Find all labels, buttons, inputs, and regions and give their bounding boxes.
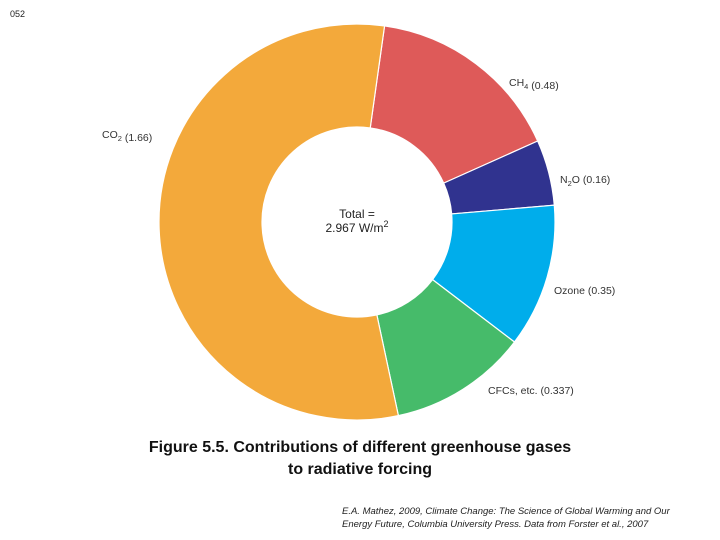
source-citation: E.A. Mathez, 2009, Climate Change: The S…: [342, 505, 714, 531]
slice-label-co: CO2 (1.66): [102, 129, 152, 144]
donut-slices: [158, 23, 556, 421]
center-label-line-2: 2.967 W/m2: [325, 219, 388, 235]
center-label-line-1: Total =: [339, 207, 375, 221]
page-number: 052: [10, 9, 26, 19]
caption-line-1: Figure 5.5. Contributions of different g…: [148, 439, 572, 456]
slice-label-n: N2O (0.16): [560, 174, 610, 188]
slice-ch: [369, 25, 539, 184]
citation-line-2: Energy Future, Columbia University Press…: [342, 519, 649, 530]
slice-labels: CH4 (0.48) N2O (0.16) Ozone (0.35) CFCs, et…: [102, 77, 615, 397]
slice-label-ozone: Ozone (0.35): [554, 285, 615, 297]
slice-label-cfcs-etc: CFCs, etc. (0.337): [488, 385, 574, 397]
figure-caption: Figure 5.5. Contributions of different g…: [0, 437, 720, 481]
caption-line-2: to radiative forcing: [287, 461, 433, 478]
donut-chart: CH4 (0.48) N2O (0.16) Ozone (0.35) CFCs, et…: [102, 23, 615, 421]
center-label: Total = 2.967 W/m2: [325, 207, 388, 235]
slice-label-ch: CH4 (0.48): [509, 77, 559, 92]
citation-line-1: E.A. Mathez, 2009, Climate Change: The S…: [342, 506, 670, 517]
slice-co: [158, 23, 400, 421]
